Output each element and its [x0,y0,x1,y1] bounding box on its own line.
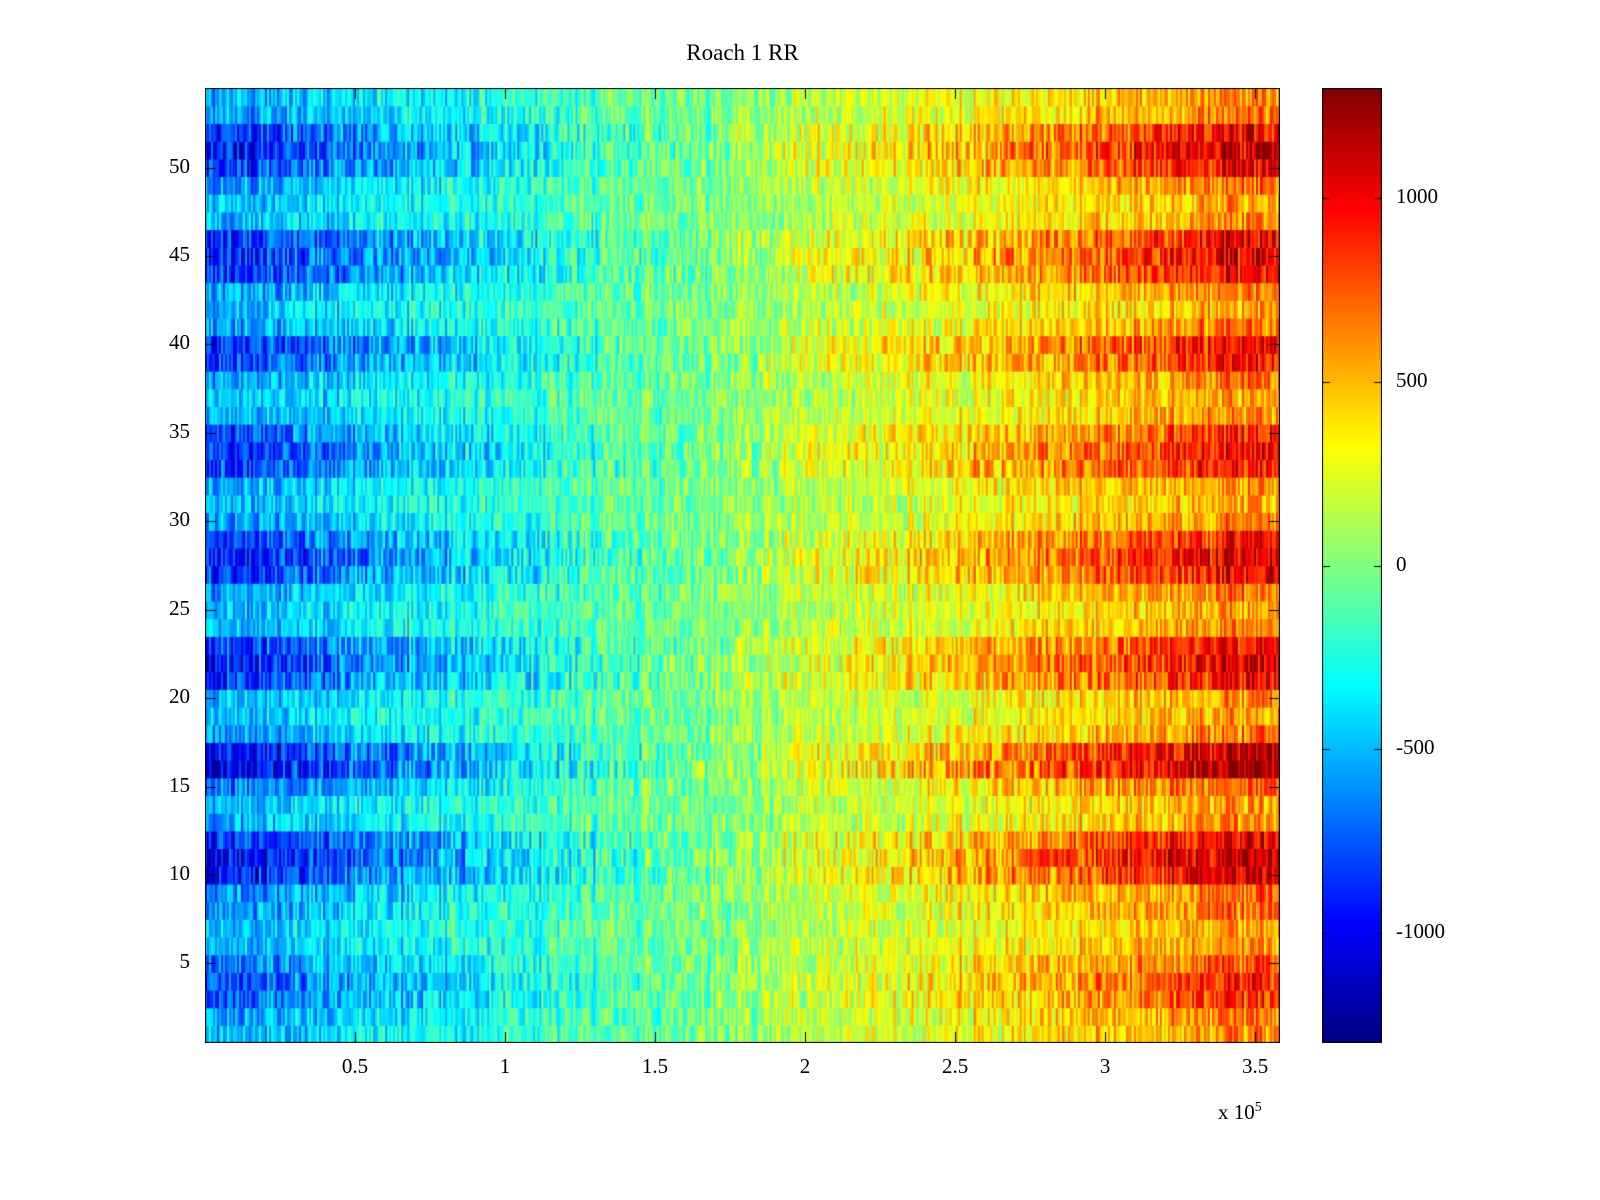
heatmap-canvas [205,88,1280,1043]
y-tick-label: 5 [179,949,191,974]
x-tick-label: 3.5 [1241,1054,1269,1078]
colorbar-tick-label: 1000 [1396,184,1438,209]
x-tick-label: 2.5 [941,1054,969,1078]
colorbar-tick-label: -500 [1396,735,1435,760]
y-tick-label: 45 [169,242,190,266]
colorbar-tick-label: -1000 [1396,918,1445,943]
y-tick-label: 40 [169,330,190,355]
colorbar-tick-label: 500 [1396,367,1428,392]
y-tick-label: 50 [169,153,190,178]
x-tick-label: 0.5 [341,1054,369,1078]
chart-title: Roach 1 RR [686,40,799,65]
colorbar-canvas [1322,88,1382,1043]
x-axis-offset-base: x 10 [1218,1100,1255,1124]
x-axis-offset-exponent: 5 [1254,1100,1262,1115]
y-tick-label: 35 [169,418,190,443]
colorbar-tick-label: 0 [1396,551,1407,576]
y-tick-label: 10 [169,860,190,885]
x-tick-label: 2 [799,1054,811,1078]
x-tick-label: 3 [1099,1054,1111,1078]
x-tick-label: 1.5 [641,1054,669,1078]
x-tick-label: 1 [499,1054,511,1078]
y-tick-label: 15 [169,772,190,797]
y-tick-label: 25 [169,595,190,620]
x-axis-offset-label: x 105 [1218,1100,1262,1125]
y-tick-label: 20 [169,684,190,709]
y-tick-label: 30 [169,507,190,532]
